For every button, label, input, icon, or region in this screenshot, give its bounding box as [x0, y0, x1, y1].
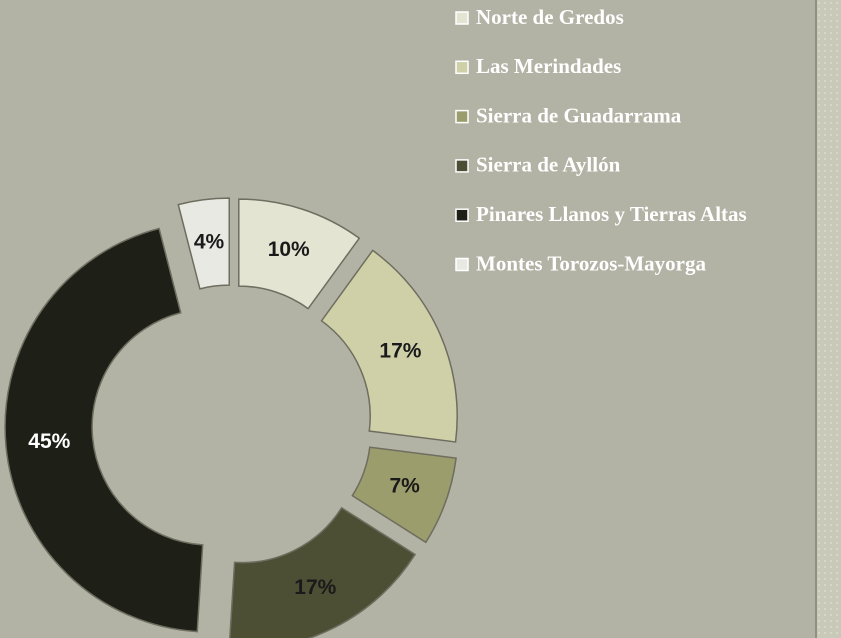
legend-swatch [455, 159, 469, 173]
legend-label: Pinares Llanos y Tierras Altas [476, 202, 747, 226]
legend-label: Las Merindades [476, 54, 621, 78]
legend-swatch [455, 11, 469, 25]
donut-segment [177, 197, 230, 290]
value-label: 17% [379, 340, 421, 363]
donut-segment [4, 227, 204, 633]
donut-segment [229, 506, 417, 638]
donut-segment [320, 249, 458, 443]
donut-segment [238, 198, 361, 310]
value-label: 17% [294, 576, 336, 599]
legend-swatch [455, 257, 469, 272]
legend-label: Sierra de Ayllón [476, 153, 621, 177]
donut-segment [351, 446, 457, 544]
legend-swatch [455, 208, 469, 222]
legend-swatch [455, 109, 469, 124]
value-label: 7% [389, 475, 420, 498]
side-strip [817, 0, 841, 638]
legend-swatch [455, 60, 469, 75]
legend-label: Norte de Gredos [476, 5, 624, 29]
value-label: 10% [268, 238, 310, 261]
legend-label: Sierra de Guadarrama [476, 103, 682, 127]
value-label: 4% [194, 230, 225, 253]
value-label: 45% [28, 430, 70, 453]
legend-label: Montes Torozos-Mayorga [476, 251, 707, 275]
